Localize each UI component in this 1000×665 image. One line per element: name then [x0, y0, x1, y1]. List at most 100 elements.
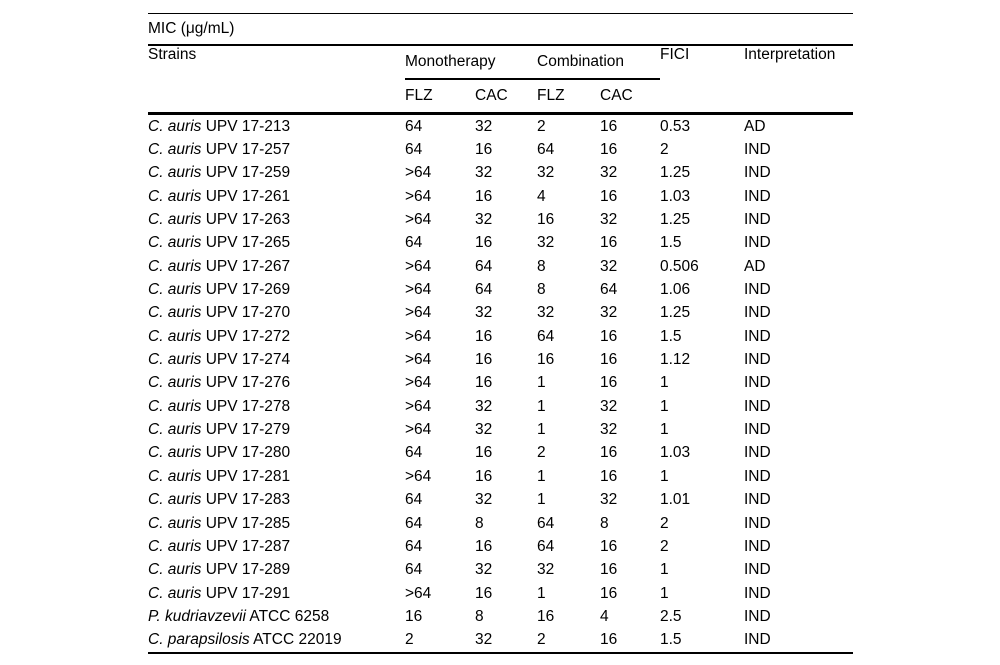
interpretation-cell: IND [744, 514, 771, 532]
comb-cac-cell: 16 [600, 467, 618, 485]
strain-id: UPV 17-267 [205, 257, 291, 275]
strain-id: UPV 17-259 [205, 164, 291, 182]
mono-cac-cell: 64 [475, 257, 493, 275]
comb-cac-cell: 64 [600, 281, 618, 299]
species-name: C. auris [148, 234, 202, 252]
fici-cell: 1.03 [660, 444, 691, 462]
comb-cac-cell: 16 [600, 444, 618, 462]
comb-cac-cell: 16 [600, 117, 618, 135]
mono-cac-cell: 16 [475, 584, 493, 602]
mono-cac-cell: 32 [475, 397, 493, 415]
mono-cac-cell: 32 [475, 304, 493, 322]
mono-cac-cell: 32 [475, 561, 493, 579]
table-row: C. auris UPV 17-287 64 16 64 16 2 IND [148, 535, 853, 558]
table-row: C. auris UPV 17-261 >64 16 4 16 1.03 IND [148, 185, 853, 208]
mono-cac-cell: 16 [475, 444, 493, 462]
mono-cac-cell: 16 [475, 374, 493, 392]
comb-flz-cell: 1 [537, 421, 546, 439]
interpretation-cell: IND [744, 327, 771, 345]
species-name: C. auris [148, 467, 202, 485]
comb-cac-cell: 32 [600, 304, 618, 322]
table-row: C. auris UPV 17-269 >64 64 8 64 1.06 IND [148, 278, 853, 301]
fici-cell: 1.03 [660, 187, 691, 205]
fici-cell: 1.5 [660, 327, 682, 345]
comb-cac-cell: 16 [600, 141, 618, 159]
fici-cell: 0.53 [660, 117, 691, 135]
strain-cell: C. auris UPV 17-259 [148, 162, 405, 185]
mono-cac-cell: 32 [475, 164, 493, 182]
fici-cell: 2 [660, 537, 669, 555]
comb-flz-cell: 32 [537, 561, 555, 579]
table-title-row: MIC (μg/mL) [148, 13, 854, 46]
table-row: C. auris UPV 17-259 >64 32 32 32 1.25 IND [148, 162, 853, 185]
strain-id: ATCC 22019 [253, 631, 342, 649]
interpretation-cell: IND [744, 234, 771, 252]
table-row: C. auris UPV 17-278 >64 32 1 32 1 IND [148, 395, 853, 418]
table-row: C. auris UPV 17-263 >64 32 16 32 1.25 IND [148, 208, 853, 231]
strain-cell: C. auris UPV 17-272 [148, 325, 405, 348]
strain-id: UPV 17-279 [205, 421, 291, 439]
mono-cac-cell: 32 [475, 211, 493, 229]
mono-flz-cell: 64 [405, 514, 423, 532]
strain-cell: C. auris UPV 17-265 [148, 232, 405, 255]
comb-cac-cell: 32 [600, 211, 618, 229]
mono-cac-cell: 16 [475, 537, 493, 555]
fici-cell: 1.25 [660, 211, 691, 229]
strain-cell: C. auris UPV 17-261 [148, 185, 405, 208]
fici-cell: 1.06 [660, 281, 691, 299]
strain-cell: P. kudriavzevii ATCC 6258 [148, 605, 405, 628]
mono-flz-cell: >64 [405, 304, 432, 322]
strain-cell: C. auris UPV 17-276 [148, 372, 405, 395]
strain-id: UPV 17-278 [205, 397, 291, 415]
interpretation-cell: IND [744, 421, 771, 439]
mono-cac-cell: 32 [475, 491, 493, 509]
strain-cell: C. auris UPV 17-287 [148, 535, 405, 558]
mono-cac-cell: 32 [475, 631, 493, 649]
comb-flz-cell: 32 [537, 234, 555, 252]
comb-flz-cell: 8 [537, 257, 546, 275]
comb-flz-cell: 8 [537, 281, 546, 299]
column-header-monotherapy: Monotherapy [405, 45, 537, 80]
table-title: MIC (μg/mL) [148, 13, 854, 46]
fici-cell: 1 [660, 421, 669, 439]
column-subheader-mono-cac: CAC [475, 87, 508, 104]
table-row: C. auris UPV 17-267 >64 64 8 32 0.506 AD [148, 255, 853, 278]
comb-flz-cell: 16 [537, 211, 555, 229]
species-name: P. kudriavzevii [148, 607, 246, 625]
strain-cell: C. auris UPV 17-263 [148, 208, 405, 231]
mono-flz-cell: 16 [405, 607, 423, 625]
comb-cac-cell: 16 [600, 187, 618, 205]
species-name: C. auris [148, 164, 202, 182]
interpretation-cell: IND [744, 304, 771, 322]
mono-flz-cell: >64 [405, 397, 432, 415]
mono-flz-cell: 64 [405, 234, 423, 252]
species-name: C. auris [148, 374, 202, 392]
interpretation-cell: IND [744, 491, 771, 509]
column-header-fici: FICI [660, 46, 690, 63]
species-name: C. auris [148, 444, 202, 462]
column-subheader-comb-flz: FLZ [537, 87, 565, 104]
strain-id: UPV 17-280 [205, 444, 291, 462]
interpretation-cell: IND [744, 561, 771, 579]
comb-flz-cell: 64 [537, 327, 555, 345]
mono-flz-cell: >64 [405, 351, 432, 369]
interpretation-cell: AD [744, 257, 766, 275]
mono-flz-cell: >64 [405, 211, 432, 229]
mono-cac-cell: 16 [475, 234, 493, 252]
species-name: C. auris [148, 141, 202, 159]
interpretation-cell: IND [744, 211, 771, 229]
mono-flz-cell: >64 [405, 187, 432, 205]
mono-cac-cell: 8 [475, 607, 484, 625]
fici-cell: 1.01 [660, 491, 691, 509]
comb-cac-cell: 32 [600, 491, 618, 509]
fici-cell: 1 [660, 467, 669, 485]
strain-cell: C. parapsilosis ATCC 22019 [148, 629, 405, 653]
table-row: C. auris UPV 17-289 64 32 32 16 1 IND [148, 559, 853, 582]
strain-cell: C. auris UPV 17-291 [148, 582, 405, 605]
species-name: C. auris [148, 187, 202, 205]
mono-flz-cell: >64 [405, 584, 432, 602]
comb-flz-cell: 16 [537, 351, 555, 369]
interpretation-cell: IND [744, 631, 771, 649]
table-row: C. auris UPV 17-276 >64 16 1 16 1 IND [148, 372, 853, 395]
table-row: C. auris UPV 17-257 64 16 64 16 2 IND [148, 138, 853, 161]
